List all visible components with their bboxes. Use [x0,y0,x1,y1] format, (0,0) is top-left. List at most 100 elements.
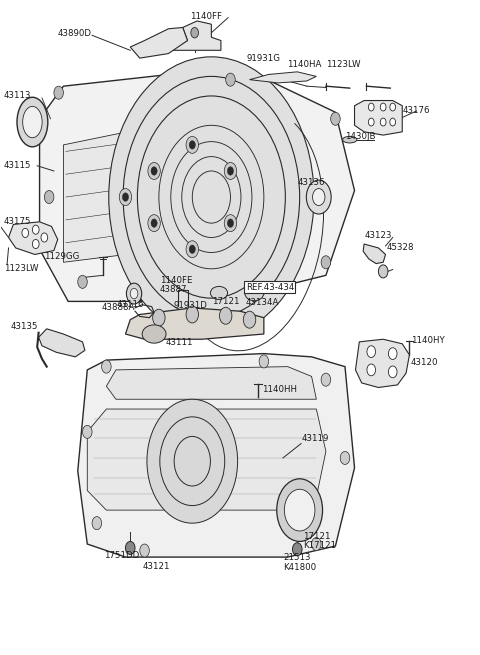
Circle shape [321,255,331,269]
Text: 1140HA: 1140HA [287,60,321,69]
Circle shape [83,425,92,438]
Circle shape [340,451,350,464]
Text: 43888A: 43888A [102,303,135,312]
Text: 43175: 43175 [4,217,31,226]
Circle shape [367,346,375,358]
Polygon shape [250,72,316,83]
Polygon shape [9,222,58,254]
Circle shape [186,136,199,153]
Text: 91931G: 91931G [246,54,280,63]
Circle shape [126,283,142,304]
Polygon shape [39,67,355,301]
Circle shape [219,307,232,324]
Circle shape [380,103,386,111]
Circle shape [228,219,234,227]
Text: 1140HY: 1140HY [411,336,444,345]
Polygon shape [87,409,326,510]
Text: 1430JB: 1430JB [345,132,375,141]
Circle shape [226,73,235,86]
Circle shape [186,241,199,257]
Circle shape [130,288,138,299]
Circle shape [109,57,314,337]
Text: K17121: K17121 [303,542,336,550]
Circle shape [148,215,160,232]
Ellipse shape [245,285,264,301]
Polygon shape [107,367,316,400]
Polygon shape [130,28,188,58]
Circle shape [33,240,39,249]
Circle shape [306,180,331,214]
Text: REF.43-434: REF.43-434 [246,282,294,291]
Circle shape [186,306,199,323]
Text: 1140HH: 1140HH [263,385,298,394]
Polygon shape [38,329,85,357]
Circle shape [331,112,340,125]
Circle shape [380,118,386,126]
Text: 43115: 43115 [4,161,31,170]
Text: 1140FF: 1140FF [190,12,222,21]
Ellipse shape [142,325,166,343]
Text: 1123LW: 1123LW [326,60,360,69]
Text: 43113: 43113 [4,92,31,100]
Text: 43135: 43135 [11,322,38,331]
Polygon shape [356,339,409,388]
Text: 43136: 43136 [297,178,325,187]
Circle shape [224,162,237,179]
Circle shape [243,311,256,328]
Polygon shape [355,100,402,135]
Circle shape [147,400,238,523]
Text: 43890D: 43890D [58,29,92,39]
Text: 43134A: 43134A [246,298,279,307]
Circle shape [388,366,397,378]
Circle shape [78,275,87,288]
Text: 1751DD: 1751DD [104,552,139,560]
Text: 91931D: 91931D [173,301,207,310]
Circle shape [390,118,396,126]
Circle shape [153,309,165,326]
Text: 1123LW: 1123LW [4,265,38,273]
Text: 43121: 43121 [142,562,169,571]
Circle shape [148,162,160,179]
Circle shape [224,215,237,232]
Text: 43123: 43123 [364,231,392,240]
Text: 43111: 43111 [166,338,193,347]
Circle shape [259,355,269,368]
Text: 1129GG: 1129GG [44,252,80,261]
Circle shape [390,103,396,111]
Circle shape [22,229,29,238]
Circle shape [388,348,397,360]
Ellipse shape [17,97,48,147]
Circle shape [41,233,48,242]
Circle shape [33,225,39,234]
Ellipse shape [343,136,357,143]
Text: K41800: K41800 [283,563,316,572]
Circle shape [228,167,234,175]
Circle shape [321,373,331,386]
Circle shape [122,193,129,201]
Circle shape [292,543,302,556]
Circle shape [54,86,63,99]
Circle shape [151,219,157,227]
Circle shape [102,360,111,373]
Circle shape [92,517,102,530]
Polygon shape [63,125,168,262]
Circle shape [189,245,195,253]
Text: 43119: 43119 [301,434,328,443]
Circle shape [284,489,315,531]
Polygon shape [125,308,264,339]
Ellipse shape [23,106,42,138]
Text: 1140FE: 1140FE [160,276,192,285]
Circle shape [277,479,323,542]
Text: 43116: 43116 [117,299,144,309]
Circle shape [312,189,325,206]
Circle shape [151,167,157,175]
Polygon shape [363,244,385,263]
Text: 43887: 43887 [160,285,187,294]
Ellipse shape [210,286,228,299]
Circle shape [312,538,321,551]
Text: 43120: 43120 [411,358,438,367]
Text: 45328: 45328 [387,244,415,252]
Text: 17121: 17121 [212,297,240,306]
Circle shape [140,544,149,557]
Polygon shape [168,21,221,50]
